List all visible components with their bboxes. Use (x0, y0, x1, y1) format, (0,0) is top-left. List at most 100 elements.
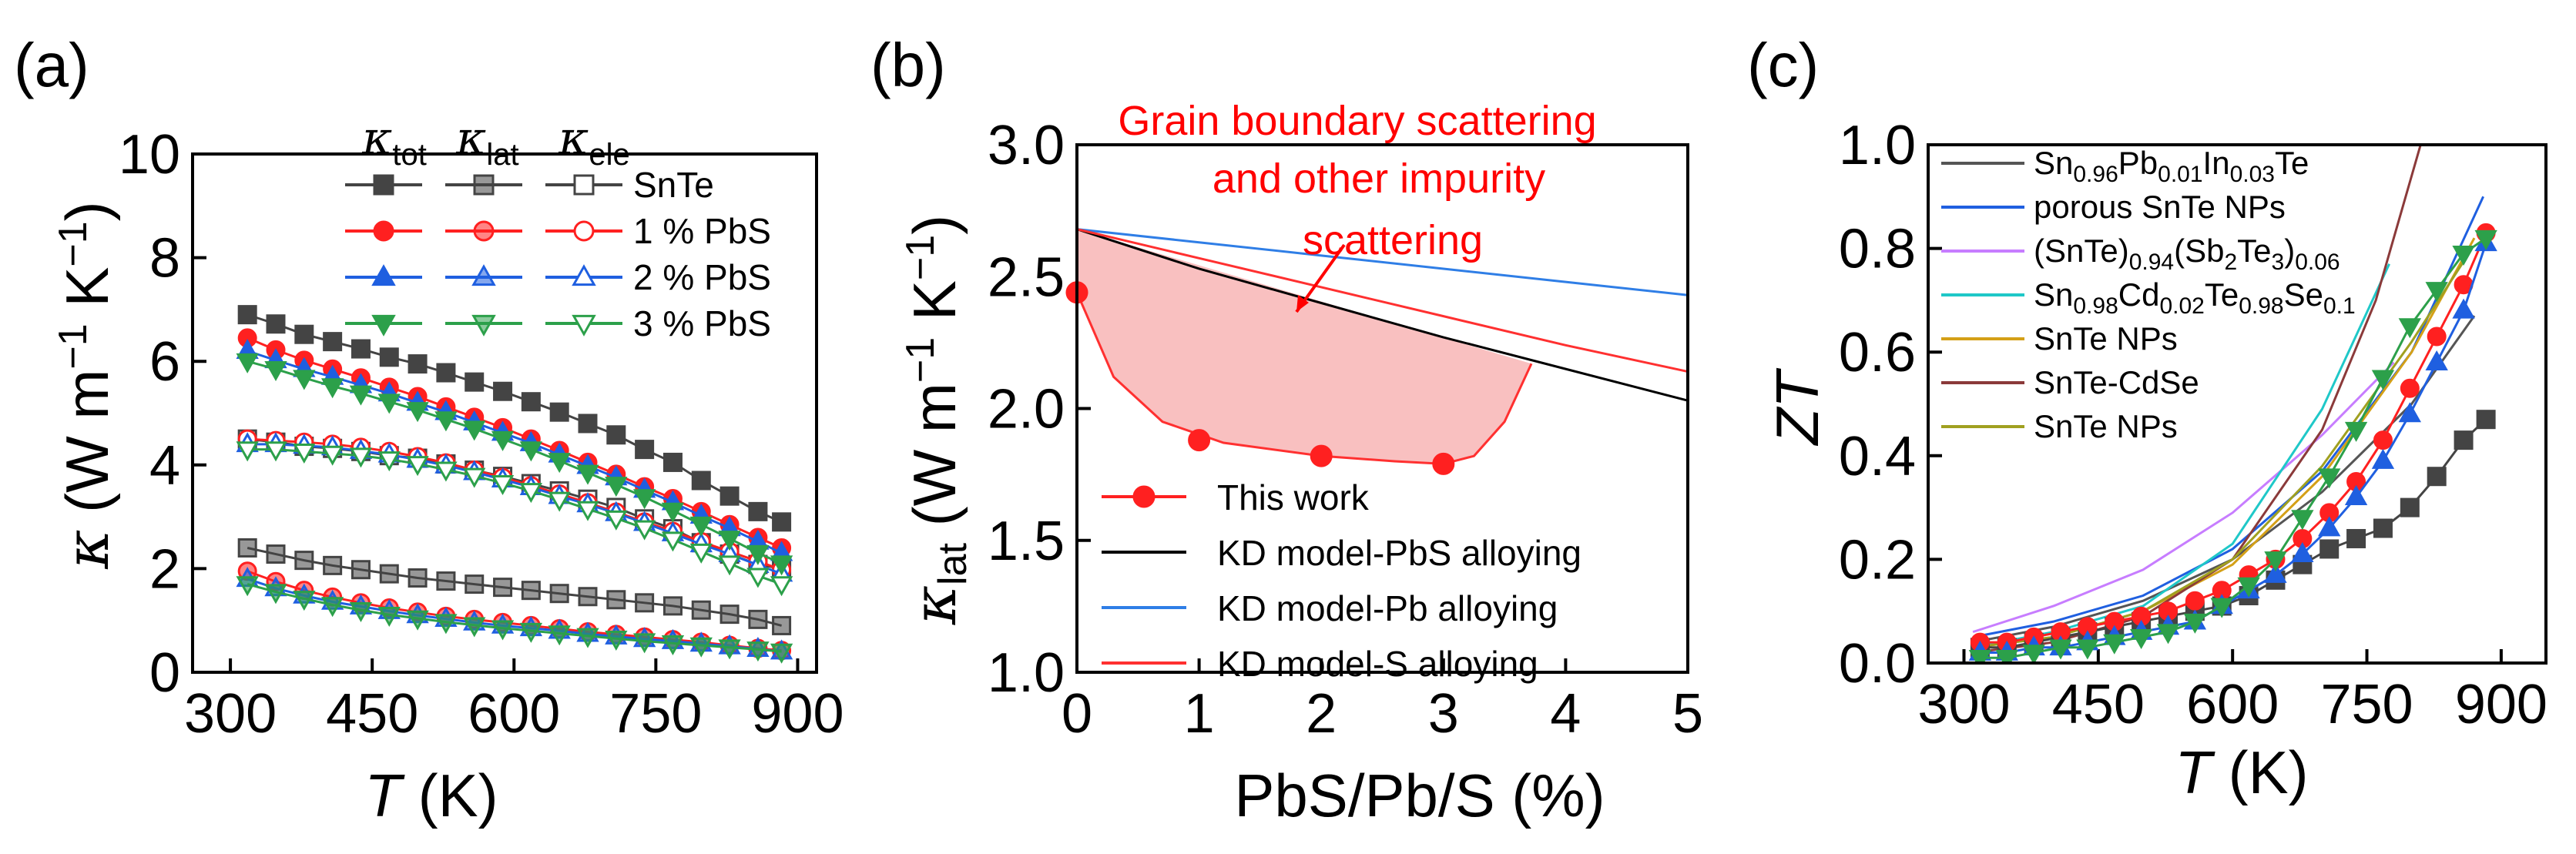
a-point-lat (662, 596, 683, 616)
a-point-tot (691, 471, 711, 491)
c-legend-label: Sn0.96Pb0.01In0.03Te (2034, 145, 2309, 187)
c-reference-curve (1972, 361, 2395, 634)
a-point-tot (718, 531, 741, 551)
b-region-boundary (1075, 292, 1533, 465)
c-xtick-label: 750 (2320, 674, 2413, 735)
a-point-lat (576, 628, 599, 648)
a-point-lat (691, 600, 711, 620)
b-legend-label: KD model-S alloying (1217, 644, 1538, 684)
a-point-tot (689, 516, 713, 537)
panel-a-ylabel: κ (W m−1 K−1) (51, 201, 122, 569)
a-point-ele (519, 483, 543, 504)
c-legend-label: SnTe NPs (2034, 320, 2178, 357)
panel-b-label: (b) (870, 31, 946, 99)
a-point-tot (605, 477, 628, 497)
a-legend-marker (373, 174, 394, 196)
a-point-tot (264, 360, 287, 381)
a-point-tot (349, 385, 373, 406)
b-xtick-label: 2 (1306, 683, 1337, 745)
c-series-point (2319, 539, 2340, 559)
panel-a: (a) κ (W m−1 K−1) T (K) 300 450 600 750 900 0… (14, 31, 844, 829)
a-point-tot (549, 402, 569, 422)
a-point-lat (436, 571, 456, 591)
b-legend-label: KD model-PbS alloying (1217, 533, 1581, 573)
c-series-point (2373, 430, 2393, 450)
a-point-tot (772, 512, 792, 532)
a-point-tot (408, 354, 428, 374)
c-series-point (2373, 518, 2393, 538)
a-point-tot (434, 411, 458, 432)
c-series-point (2049, 639, 2072, 660)
c-series-point (2264, 562, 2287, 583)
a-legend-marker (572, 314, 596, 337)
panel-c-ylabel: ZT (1763, 367, 1831, 447)
panel-b: (b) κlat (W m−1 K−1) PbS/Pb/S (%) 0 1 2 3 4 5… (870, 31, 1703, 829)
c-series-point (2371, 448, 2395, 469)
a-xtick-label: 900 (751, 683, 844, 745)
c-series-point (1968, 649, 1992, 663)
a-point-tot (463, 420, 486, 441)
c-xtick-label: 300 (1917, 674, 2010, 735)
a-point-lat (548, 625, 571, 646)
a-point-lat (377, 606, 401, 628)
a-point-lat (491, 620, 515, 641)
c-ytick-label: 0.8 (1839, 219, 1916, 280)
c-series-point (2344, 484, 2368, 505)
legend-header-ele: κele (558, 112, 630, 172)
c-series-point (2185, 591, 2205, 611)
a-point-ele (320, 445, 344, 466)
a-point-tot (635, 440, 655, 460)
a-point-tot (661, 502, 685, 523)
a-point-ele (293, 444, 316, 464)
a-point-lat (549, 584, 569, 604)
a-ytick-label: 8 (149, 228, 180, 290)
c-series-point (2076, 639, 2099, 660)
c-legend-label: SnTe NPs (2034, 408, 2178, 444)
a-point-lat (236, 576, 259, 597)
c-series-point (2452, 246, 2475, 266)
b-ytick-label: 1.0 (988, 642, 1065, 704)
c-series-point (2129, 629, 2153, 650)
a-point-lat (772, 615, 792, 635)
c-series-point (2400, 378, 2420, 398)
c-series-point (2210, 598, 2233, 618)
a-point-lat (293, 591, 316, 611)
annotation-line-1: Grain boundary scattering (1118, 98, 1596, 144)
a-legend-marker (573, 174, 595, 196)
a-point-ele (236, 441, 259, 462)
a-point-tot (266, 314, 286, 334)
a-point-ele (406, 456, 429, 477)
c-series-point (2318, 516, 2341, 537)
c-ytick-label: 0.2 (1839, 529, 1916, 591)
b-xtick-label: 4 (1550, 683, 1581, 745)
a-point-tot (491, 430, 515, 451)
a-legend-marker (572, 264, 596, 286)
panel-b-xlabel: PbS/Pb/S (%) (1234, 762, 1605, 829)
a-legend-label: 3 % PbS (633, 303, 771, 343)
c-series-point (2371, 370, 2395, 390)
a-point-lat (349, 601, 373, 622)
a-point-lat (661, 635, 685, 656)
panel-b-frame (1075, 143, 1689, 674)
b-legend-label: This work (1217, 477, 1370, 517)
annotation-line-2: and other impurity (1213, 156, 1545, 202)
b-shaded-region (1077, 229, 1531, 464)
c-ytick-label: 0.0 (1839, 633, 1916, 695)
a-xtick-label: 600 (468, 683, 560, 745)
a-ytick-label: 2 (149, 538, 180, 600)
a-legend-marker (573, 220, 595, 242)
legend-header-tot: κtot (361, 112, 427, 172)
b-ytick-label: 3.0 (988, 115, 1065, 176)
b-ytick-label: 2.5 (988, 246, 1065, 308)
c-ytick-label: 0.6 (1839, 322, 1916, 383)
a-point-tot (236, 353, 259, 373)
a-point-lat (719, 604, 740, 625)
panel-b-legend: This work KD model-PbS alloying KD model-P… (1102, 477, 1581, 684)
c-series-point (2398, 318, 2421, 339)
c-series-point (2344, 421, 2368, 442)
a-point-lat (605, 630, 628, 651)
a-point-tot (770, 555, 793, 576)
c-series-point (2183, 613, 2207, 634)
c-ytick-label: 0.4 (1839, 426, 1916, 487)
a-point-ele (718, 555, 741, 576)
